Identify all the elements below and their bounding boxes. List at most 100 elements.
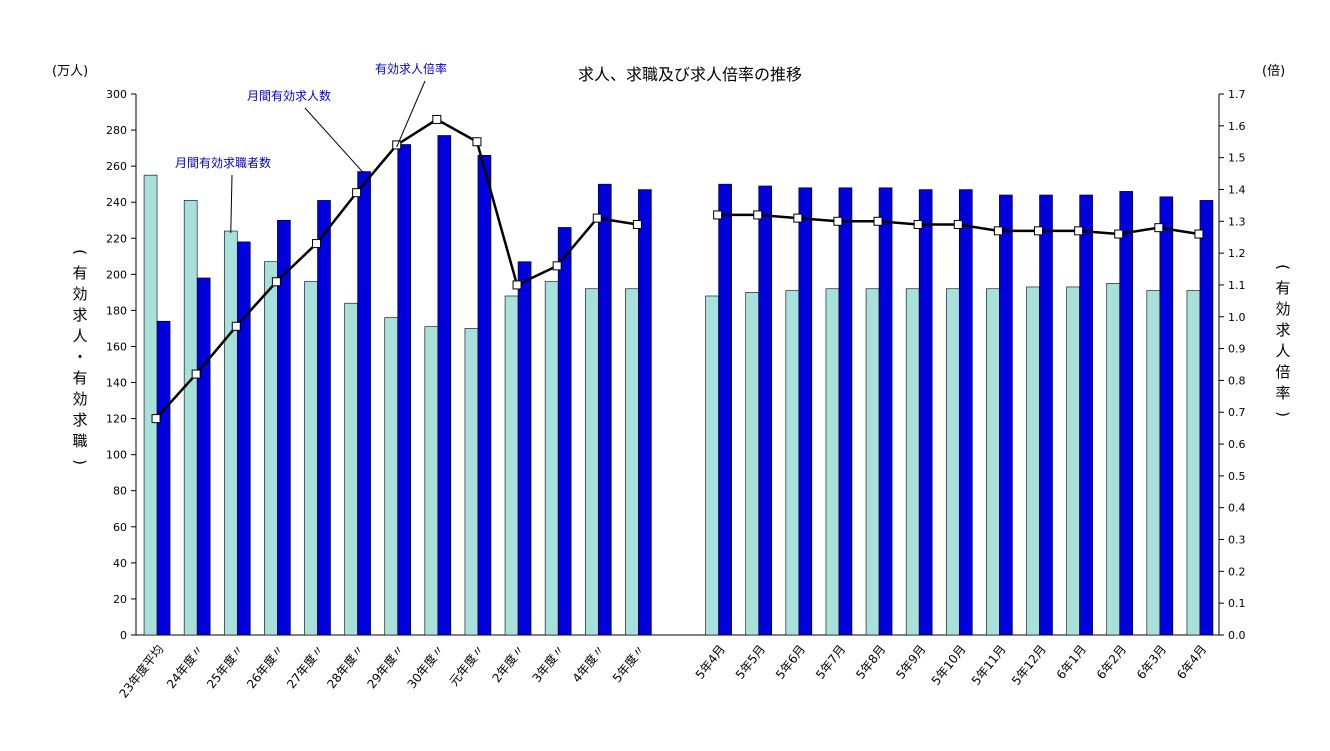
category-label: 5年5月 xyxy=(733,642,768,682)
right-axis-label-char: 効 xyxy=(1275,300,1290,318)
bar-openings xyxy=(1039,194,1053,636)
bar-applicants xyxy=(986,288,1000,636)
callout-label: 有効求人倍率 xyxy=(375,61,447,76)
right-tick-label: 1.5 xyxy=(1228,152,1246,165)
bar-applicants xyxy=(745,292,760,636)
bar-openings xyxy=(999,194,1013,636)
ratio-point xyxy=(632,219,642,229)
bar-applicants xyxy=(304,281,318,636)
category-label: 29年度〃 xyxy=(364,642,407,692)
bar-applicants xyxy=(1066,286,1080,636)
ratio-point xyxy=(472,137,482,147)
ratio-point xyxy=(191,369,201,379)
callout-leader xyxy=(304,107,365,174)
ratio-point xyxy=(231,321,241,331)
bar-applicants xyxy=(785,290,800,636)
bar-openings xyxy=(597,183,612,636)
left-axis-label-char: ・ xyxy=(72,348,87,366)
category-label: 26年度〃 xyxy=(243,642,286,692)
left-tick-label: 200 xyxy=(106,268,127,281)
callout-label: 月間有効求人数 xyxy=(247,88,331,103)
left-axis-label-char: ) xyxy=(71,459,89,465)
ratio-point xyxy=(271,277,281,287)
bar-openings xyxy=(477,155,492,636)
bar-applicants xyxy=(1026,286,1040,636)
ratio-point xyxy=(392,140,402,150)
right-tick-label: 0.5 xyxy=(1228,470,1246,483)
bar-openings xyxy=(798,187,813,636)
bar-openings xyxy=(718,183,732,636)
bar-openings xyxy=(236,241,251,636)
right-axis-label-char: 倍 xyxy=(1275,363,1290,381)
category-label: 25年度〃 xyxy=(203,642,246,692)
right-tick-label: 1.1 xyxy=(1228,279,1246,292)
category-label: 5年11月 xyxy=(969,642,1009,688)
bar-openings xyxy=(357,171,371,636)
category-label: 6年3月 xyxy=(1134,642,1169,682)
right-tick-label: 0.9 xyxy=(1228,343,1246,356)
right-tick-label: 0.7 xyxy=(1228,406,1246,419)
bar-openings xyxy=(838,187,853,636)
category-label: 5年7月 xyxy=(813,642,848,682)
left-axis-label-char: 人 xyxy=(72,327,87,345)
right-tick-label: 0.3 xyxy=(1228,534,1246,547)
right-tick-label: 0.8 xyxy=(1228,374,1246,387)
bar-applicants xyxy=(905,288,920,636)
category-label: 元年度〃 xyxy=(446,642,487,689)
ratio-line xyxy=(151,114,1204,424)
bar-openings xyxy=(317,200,331,636)
bar-applicants xyxy=(464,328,479,636)
left-axis-label-char: ( xyxy=(71,249,89,255)
ratio-point xyxy=(833,216,843,226)
category-label: 5年4月 xyxy=(693,642,728,682)
right-tick-label: 1.0 xyxy=(1228,311,1246,324)
right-axis-label: (有効求人倍率) xyxy=(1274,264,1292,417)
bar-openings xyxy=(1119,191,1134,636)
bar-openings xyxy=(196,277,211,636)
ratio-point xyxy=(1194,229,1204,239)
left-tick-label: 260 xyxy=(106,160,127,173)
bar-openings xyxy=(557,227,572,636)
right-tick-label: 1.6 xyxy=(1228,120,1246,133)
category-label: 2年度〃 xyxy=(489,642,528,686)
right-tick-label: 1.2 xyxy=(1228,247,1246,260)
category-label: 27年度〃 xyxy=(283,642,326,692)
category-label: 6年2月 xyxy=(1094,642,1129,682)
ratio-point xyxy=(1034,226,1043,236)
ratio-point xyxy=(713,210,723,220)
right-tick-label: 0.6 xyxy=(1228,438,1246,451)
right-axis-label-char: 有 xyxy=(1275,279,1290,297)
ratio-point xyxy=(1074,226,1084,236)
left-axis-label-char: 求 xyxy=(72,411,87,429)
ratio-point xyxy=(753,210,763,220)
ratio-point xyxy=(512,280,522,290)
right-tick-label: 0.1 xyxy=(1228,597,1246,610)
bar-openings xyxy=(1079,194,1093,636)
left-tick-label: 80 xyxy=(113,485,127,498)
bar-applicants xyxy=(183,200,198,636)
category-label: 23年度平均 xyxy=(116,642,167,701)
category-labels: 23年度平均24年度〃25年度〃26年度〃27年度〃28年度〃29年度〃30年度… xyxy=(116,642,1210,701)
ratio-point xyxy=(592,213,602,223)
callout-leader xyxy=(396,80,426,148)
left-tick-label: 300 xyxy=(106,88,127,101)
right-tick-label: 1.4 xyxy=(1228,183,1246,196)
bar-openings xyxy=(437,135,452,636)
bar-applicants xyxy=(424,326,439,636)
left-tick-label: 60 xyxy=(113,521,127,534)
right-axis-unit: (倍) xyxy=(1262,64,1285,79)
ratio-point xyxy=(312,239,321,249)
callout-leader xyxy=(230,174,233,234)
left-axis-label-char: 効 xyxy=(72,285,87,303)
right-axis-label-char: 率 xyxy=(1275,384,1290,402)
left-axis-label-char: 有 xyxy=(72,264,87,282)
category-label: 6年4月 xyxy=(1174,642,1209,682)
left-axis-label: (有効求人・有効求職) xyxy=(71,249,89,465)
bar-applicants xyxy=(504,295,519,636)
left-axis-label-char: 求 xyxy=(72,306,87,324)
category-label: 5年8月 xyxy=(853,642,888,682)
left-tick-label: 220 xyxy=(106,232,127,245)
ratio-point xyxy=(913,219,923,229)
right-tick-label: 0.2 xyxy=(1228,565,1246,578)
ratio-point xyxy=(432,114,442,124)
